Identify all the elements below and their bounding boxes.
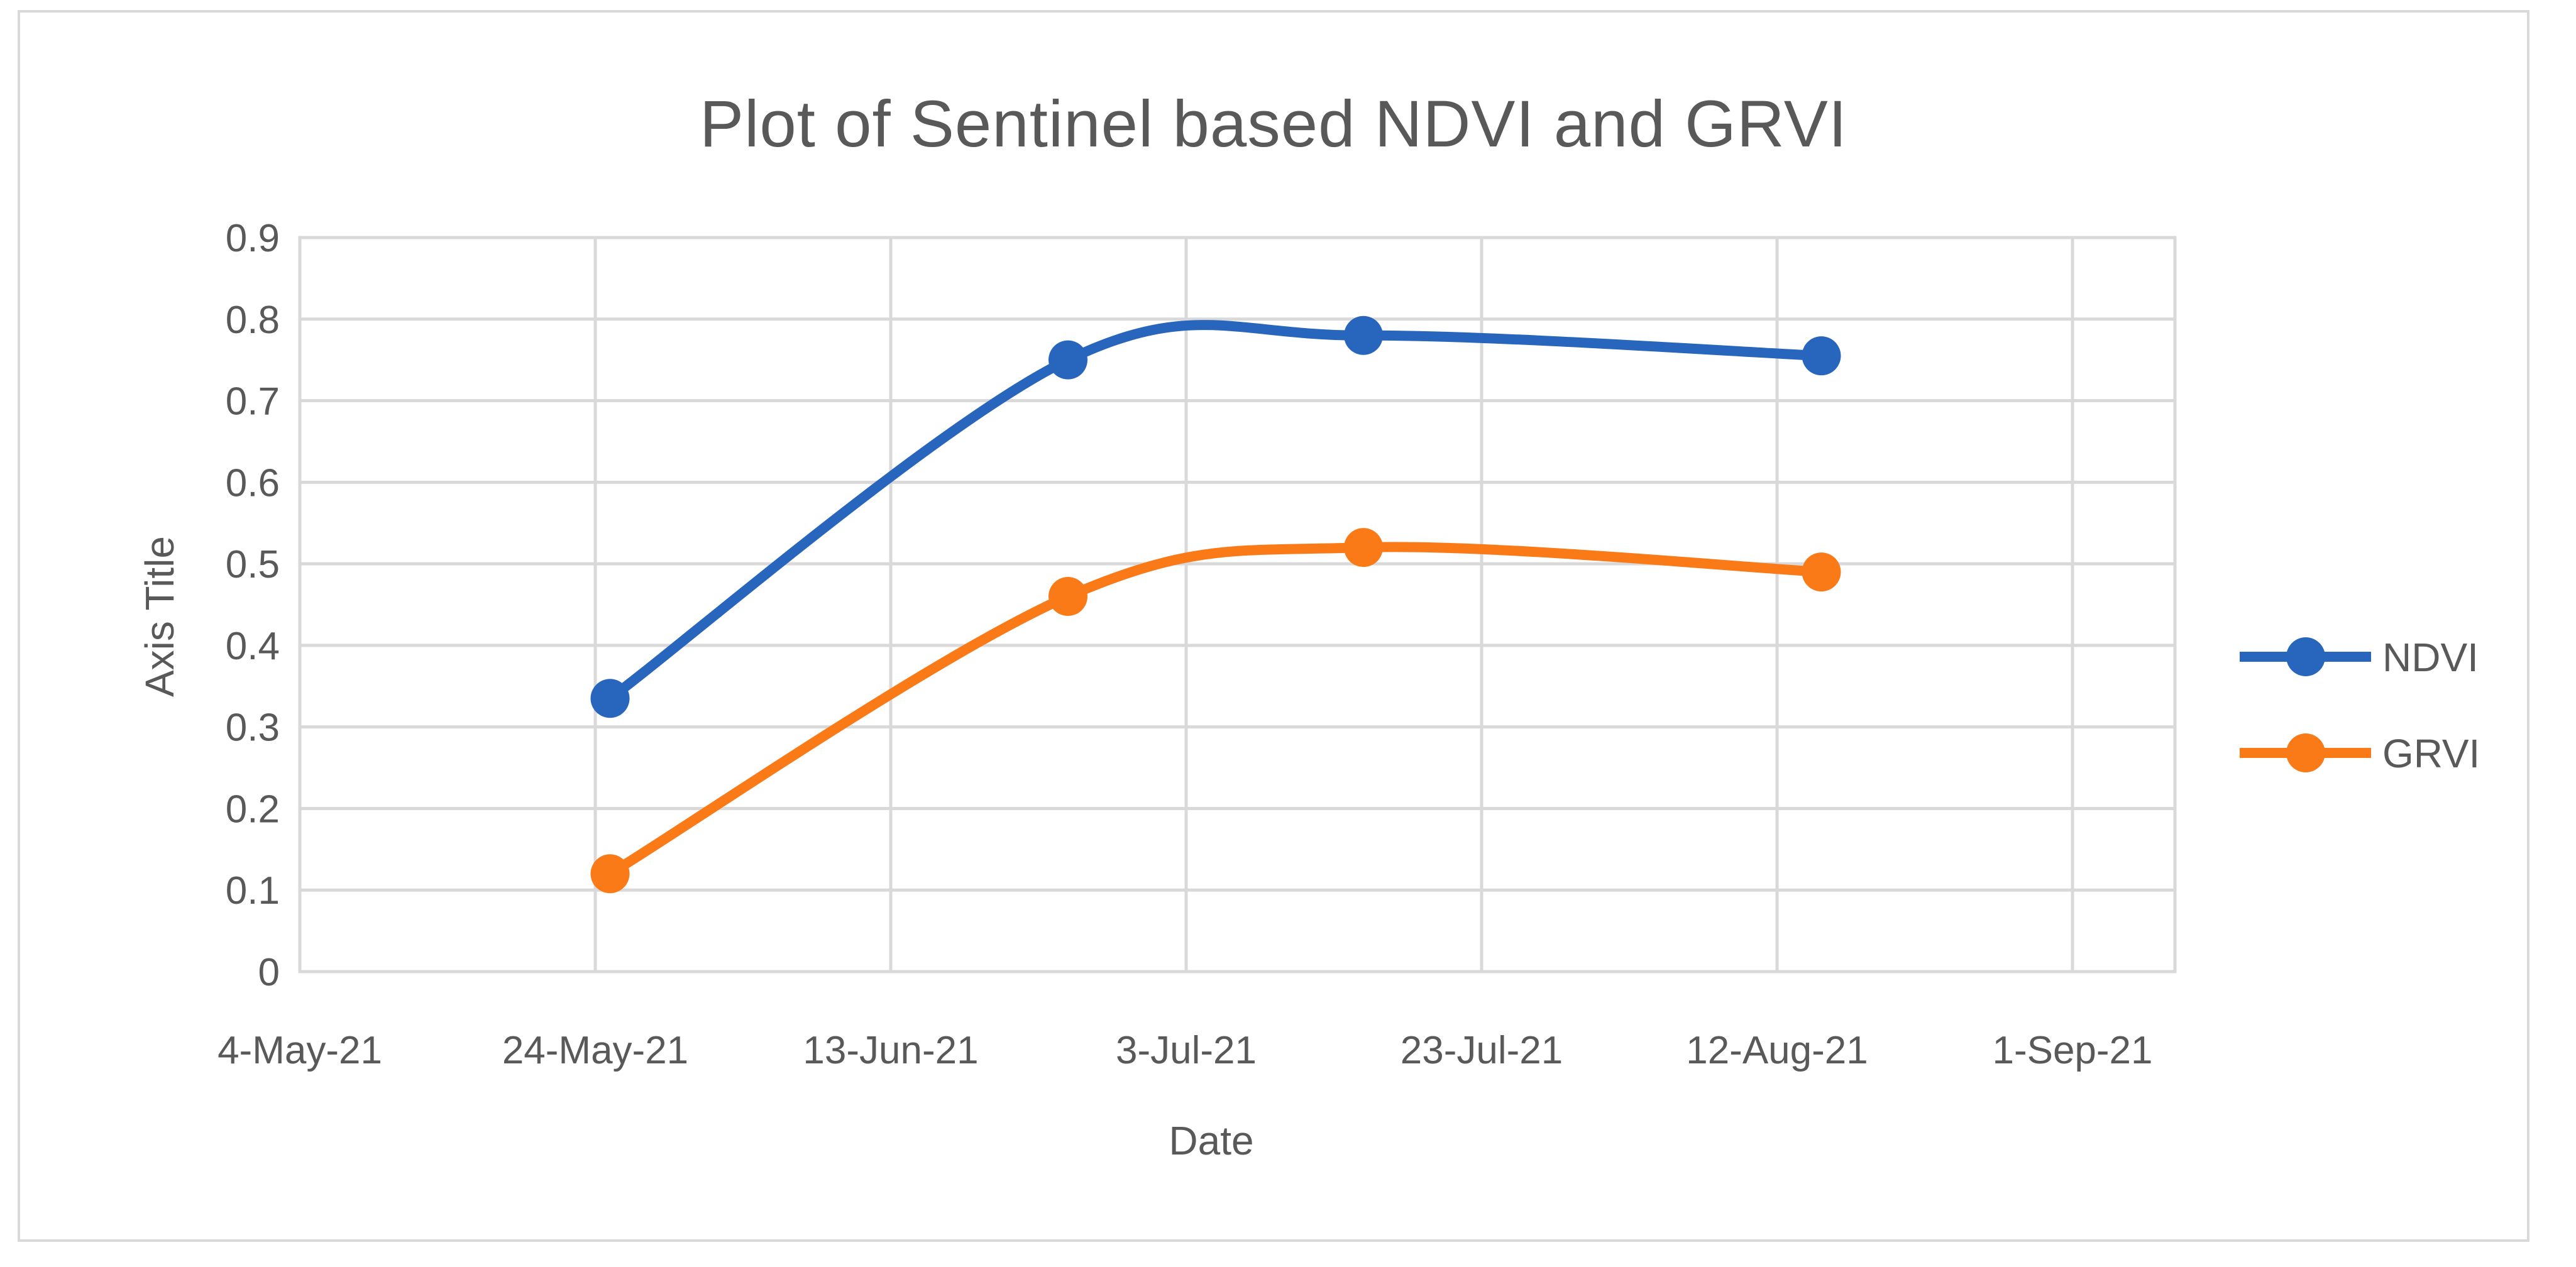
x-tick-label: 23-Jul-21 [1401,1029,1563,1072]
chart-container: Plot of Sentinel based NDVI and GRVI Axi… [18,10,2529,1242]
y-tick-label: 0.8 [226,299,280,342]
y-tick-label: 0.4 [226,625,280,668]
data-point-ndvi [1802,336,1841,376]
x-tick-label: 4-May-21 [217,1029,382,1072]
data-point-grvi [1049,577,1087,617]
y-tick-label: 0.7 [226,380,280,424]
legend-grvi-label: GRVI [2382,731,2480,776]
x-tick-label: 13-Jun-21 [803,1029,978,1072]
data-point-ndvi [1049,340,1087,380]
y-tick-label: 0.5 [226,543,280,586]
tick-labels-group: 0 0.1 0.2 0.3 0.4 0.5 0.6 0.7 0.8 0.9 4-May-21 24-M… [217,217,2152,1072]
series-line-ndvi [605,320,1827,704]
data-point-ndvi [1344,315,1383,355]
legend-ndvi-marker-icon [2286,637,2325,676]
data-point-grvi [1802,552,1841,592]
data-point-grvi [1344,528,1383,568]
y-tick-label: 0.6 [226,461,280,505]
y-tick-label: 0.9 [226,217,280,260]
legend: NDVI GRVI [2240,635,2480,776]
legend-ndvi-label: NDVI [2382,635,2479,680]
legend-grvi-marker-icon [2286,733,2325,772]
x-tick-label: 3-Jul-21 [1116,1029,1257,1072]
y-tick-label: 0.2 [226,787,280,831]
y-tick-label: 0 [258,951,280,994]
x-tick-label: 1-Sep-21 [1992,1029,2152,1072]
series-line-grvi [605,542,1827,879]
data-point-ndvi [590,679,630,718]
x-tick-label: 12-Aug-21 [1686,1029,1868,1072]
y-tick-label: 0.1 [226,869,280,913]
x-axis-title: Date [1169,1118,1254,1163]
x-tick-label: 24-May-21 [502,1029,688,1072]
y-tick-label: 0.3 [226,706,280,750]
series-group [590,315,1841,894]
gridlines-group [298,236,2177,974]
chart-title: Plot of Sentinel based NDVI and GRVI [700,87,1847,161]
data-point-grvi [590,854,630,894]
plot-border [298,236,2177,974]
